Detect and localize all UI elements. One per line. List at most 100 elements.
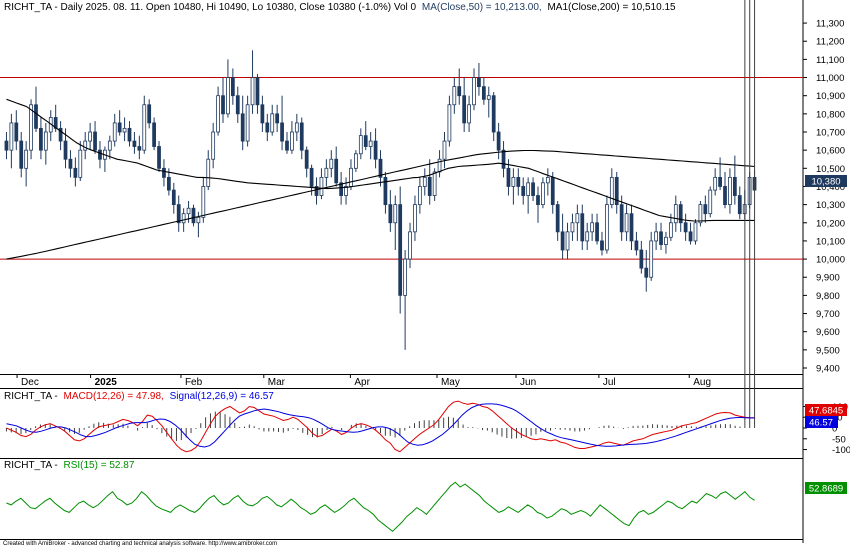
candle: [561, 214, 564, 259]
price-tick-label: 11,300: [816, 19, 844, 30]
candle: [320, 168, 323, 199]
date-tick-label: Apr: [354, 377, 370, 388]
rsi-line: [6, 482, 754, 531]
candle: [428, 159, 431, 204]
candle: [345, 177, 348, 204]
candle: [276, 105, 279, 132]
candle: [108, 136, 111, 160]
candlestick-series: [5, 50, 756, 350]
chart-title: RICHT_TA - Daily 2025. 08. 11. Open 1048…: [4, 2, 676, 13]
candle: [251, 50, 254, 114]
candle: [719, 157, 722, 190]
candle: [704, 196, 707, 223]
price-tick-label: 10,500: [816, 164, 845, 175]
candle: [261, 96, 264, 132]
candle: [679, 201, 682, 232]
candle: [74, 157, 77, 186]
macd-tick-label: -50: [832, 434, 846, 445]
price-tick-label: 10,300: [816, 200, 845, 211]
price-tick-label: 10,800: [816, 109, 845, 120]
macd-title: RICHT_TA - MACD(12,26) = 47.98, Signal(1…: [4, 391, 274, 402]
price-tick-label: 9,400: [816, 364, 840, 375]
date-tick-label: Feb: [185, 377, 203, 388]
candle: [674, 196, 677, 232]
candle: [69, 150, 72, 177]
candle: [537, 186, 540, 222]
candle: [596, 214, 599, 245]
candle: [290, 121, 293, 154]
candle: [25, 141, 28, 186]
candle: [379, 150, 382, 186]
price-tick-label: 10,000: [816, 255, 845, 266]
candle: [286, 132, 289, 154]
candle: [399, 186, 402, 313]
candle: [39, 117, 42, 159]
candle: [369, 132, 372, 159]
candle: [374, 128, 377, 168]
candle: [89, 123, 92, 150]
candle: [615, 172, 618, 214]
candle: [281, 96, 284, 150]
candle: [300, 117, 303, 159]
candle: [15, 110, 18, 150]
candle: [556, 201, 559, 241]
rsi-title: RICHT_TA - RSI(15) = 52.87: [4, 460, 135, 471]
signal-badge-text: 46.57: [809, 418, 833, 429]
date-tick-label: Dec: [21, 377, 39, 388]
date-axis-ticks: Dec 2025 Feb Mar Apr May Jun Jul Aug: [17, 374, 711, 388]
date-tick-label: Mar: [268, 377, 286, 388]
candle: [138, 136, 141, 160]
footer-credit: Created with AmiBroker - advanced charti…: [3, 541, 277, 547]
candle: [349, 159, 352, 190]
candle: [650, 232, 653, 281]
price-tick-label: 11,200: [816, 37, 844, 48]
candle: [517, 168, 520, 195]
candle: [44, 123, 47, 165]
candle: [153, 117, 156, 150]
candle: [143, 96, 146, 154]
candle: [625, 205, 628, 241]
candle: [197, 212, 200, 237]
price-tick-label: 10,100: [816, 236, 845, 247]
candle: [98, 141, 101, 168]
candle: [364, 121, 367, 150]
candle: [714, 168, 717, 195]
price-tick-label: 9,500: [816, 345, 840, 356]
candle: [453, 78, 456, 114]
candle: [448, 96, 451, 147]
candle: [315, 177, 318, 204]
candle: [359, 128, 362, 159]
candle: [133, 132, 136, 154]
candle: [172, 183, 175, 214]
candle: [724, 172, 727, 208]
candle: [409, 223, 412, 268]
candle: [551, 172, 554, 214]
candle: [738, 186, 741, 219]
candle: [413, 196, 416, 241]
candle: [512, 168, 515, 204]
candle: [330, 150, 333, 177]
price-tick-label: 10,700: [816, 128, 845, 139]
candle: [84, 132, 87, 159]
candle: [640, 241, 643, 274]
candle: [266, 114, 269, 141]
rsi-badge-text: 52.8689: [809, 484, 843, 495]
candle: [443, 132, 446, 168]
candle: [335, 147, 338, 187]
candle: [473, 68, 476, 110]
date-tick-label: Aug: [693, 377, 711, 388]
candle: [571, 214, 574, 241]
candle: [527, 177, 530, 213]
candle: [212, 123, 215, 168]
candle: [591, 214, 594, 241]
price-tick-label: 10,900: [816, 91, 845, 102]
candle: [581, 205, 584, 250]
candle: [684, 214, 687, 241]
macd-badge-text: 47.6845: [809, 406, 843, 417]
candle: [10, 114, 13, 168]
candle: [20, 132, 23, 177]
price-tick-label: 9,600: [816, 327, 840, 338]
candle: [635, 232, 638, 256]
candle: [113, 114, 116, 147]
